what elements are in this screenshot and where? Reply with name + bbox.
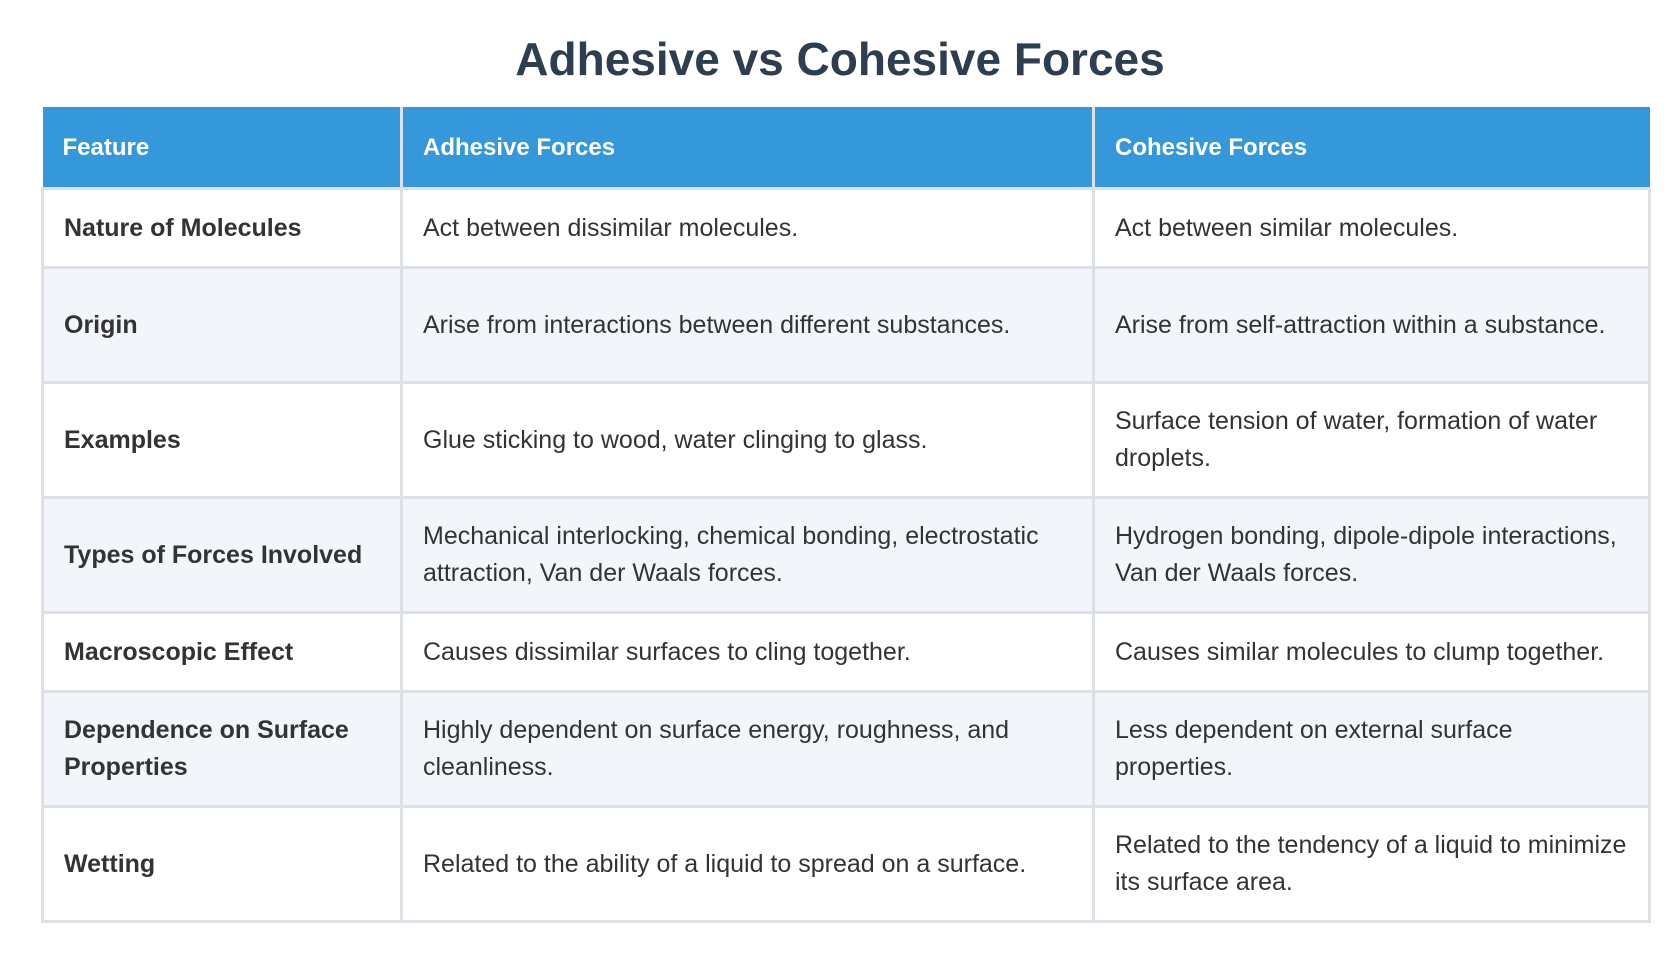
feature-cell: Nature of Molecules: [41, 187, 403, 269]
table-row: Examples Glue sticking to wood, water cl…: [41, 381, 1651, 499]
table-row: Macroscopic Effect Causes dissimilar sur…: [41, 611, 1651, 693]
header-feature: Feature: [42, 107, 403, 190]
feature-cell: Examples: [41, 381, 403, 499]
table-row: Nature of Molecules Act between dissimil…: [41, 187, 1651, 269]
adhesive-cell: Causes dissimilar surfaces to cling toge…: [400, 611, 1095, 693]
cohesive-cell: Hydrogen bonding, dipole-dipole interact…: [1092, 496, 1651, 614]
feature-cell: Dependence on Surface Properties: [41, 690, 403, 808]
table-row: Types of Forces Involved Mechanical inte…: [41, 496, 1651, 614]
page-title: Adhesive vs Cohesive Forces: [515, 33, 1165, 85]
adhesive-cell: Arise from interactions between differen…: [400, 266, 1095, 384]
comparison-table: Feature Adhesive Forces Cohesive Forces …: [41, 107, 1651, 923]
cohesive-cell: Causes similar molecules to clump togeth…: [1092, 611, 1651, 693]
feature-cell: Macroscopic Effect: [41, 611, 403, 693]
adhesive-cell: Mechanical interlocking, chemical bondin…: [400, 496, 1095, 614]
feature-cell: Types of Forces Involved: [41, 496, 403, 614]
header-adhesive-forces: Adhesive Forces: [400, 107, 1095, 190]
cohesive-cell: Act between similar molecules.: [1092, 187, 1651, 269]
feature-cell: Origin: [41, 266, 403, 384]
cohesive-cell: Related to the tendency of a liquid to m…: [1092, 805, 1651, 923]
feature-cell: Wetting: [41, 805, 403, 923]
adhesive-cell: Act between dissimilar molecules.: [400, 187, 1095, 269]
adhesive-cell: Related to the ability of a liquid to sp…: [400, 805, 1095, 923]
header-cohesive-forces: Cohesive Forces: [1092, 107, 1650, 190]
table-header-row: Feature Adhesive Forces Cohesive Forces: [42, 107, 1650, 190]
cohesive-cell: Surface tension of water, formation of w…: [1092, 381, 1651, 499]
cohesive-cell: Less dependent on external surface prope…: [1092, 690, 1651, 808]
table-row: Origin Arise from interactions between d…: [41, 266, 1651, 384]
adhesive-cell: Glue sticking to wood, water clinging to…: [400, 381, 1095, 499]
table-row: Dependence on Surface Properties Highly …: [41, 690, 1651, 808]
cohesive-cell: Arise from self-attraction within a subs…: [1092, 266, 1651, 384]
adhesive-cell: Highly dependent on surface energy, roug…: [400, 690, 1095, 808]
table-row: Wetting Related to the ability of a liqu…: [41, 805, 1651, 923]
